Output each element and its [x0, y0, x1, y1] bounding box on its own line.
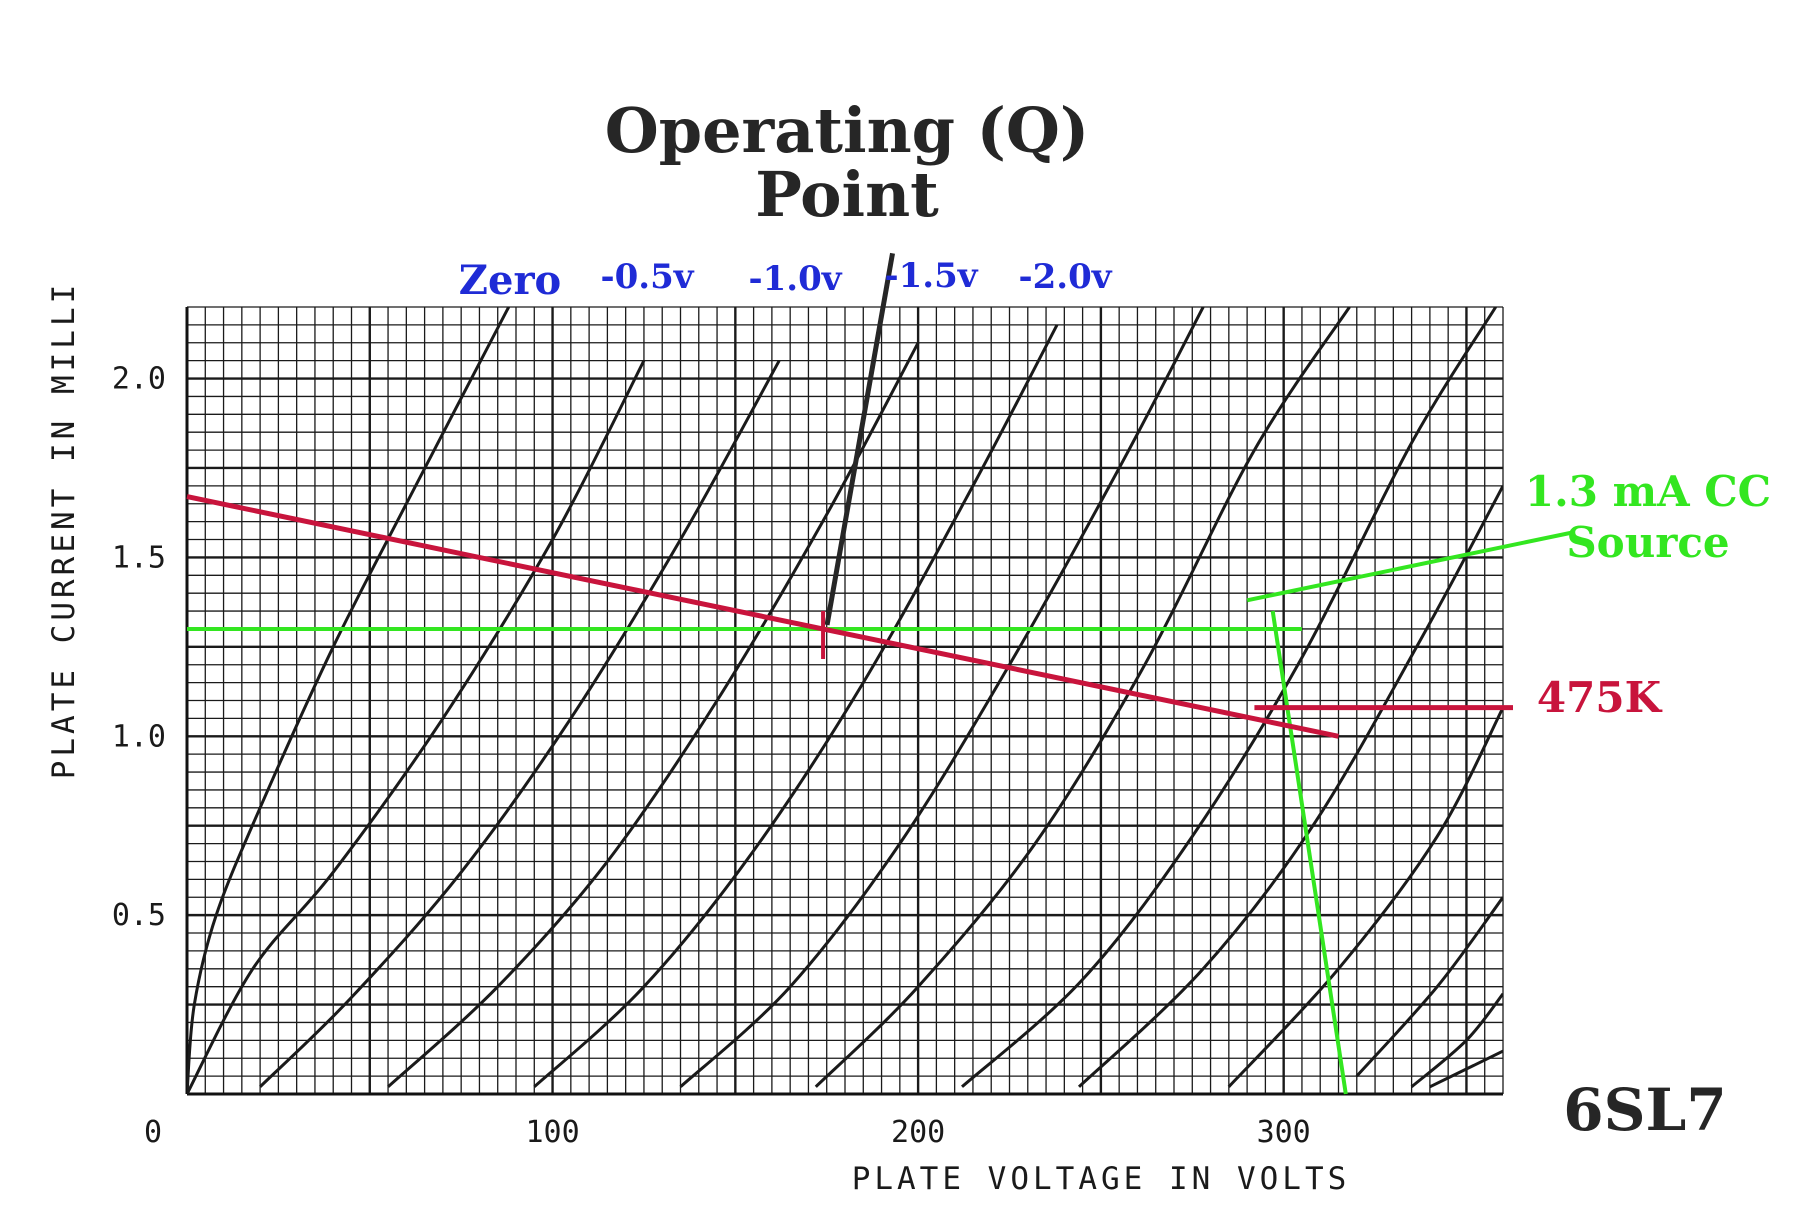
plate-curve-11	[1410, 992, 1503, 1088]
chart-title-line-2: Point	[755, 158, 939, 231]
plate-curve-0	[187, 307, 511, 1094]
plate-curve-1	[187, 360, 646, 1094]
q-point-pointer	[824, 252, 895, 626]
grid	[185, 306, 1504, 1096]
tube-type-label: 6SL7	[1563, 1076, 1726, 1144]
y-tick-label: 1.0	[112, 719, 166, 754]
plate-curve-8	[1077, 485, 1503, 1088]
curve-label-minus-1-0v: -1.0v	[748, 259, 842, 299]
cc-drop-line	[1270, 610, 1348, 1095]
x-tick-label: 200	[891, 1115, 945, 1150]
load-line	[186, 494, 1340, 739]
curve-label-minus-0-5v: -0.5v	[600, 257, 694, 297]
cc-source-label-line-2: Source	[1566, 518, 1729, 567]
plate-curve-5	[679, 307, 1205, 1088]
y-tick-label: 0.5	[112, 898, 166, 933]
cc-source-label-line-1: 1.3 mA CC	[1525, 467, 1771, 516]
chart-title-line-1: Operating (Q)	[605, 94, 1090, 167]
plate-curves	[187, 307, 1503, 1094]
curve-label-zero: Zero	[459, 257, 561, 304]
plate-curve-12	[1429, 1049, 1503, 1089]
x-tick-label: 0	[144, 1115, 162, 1150]
plate-curve-10	[1355, 896, 1503, 1078]
y-tick-label: 1.5	[112, 540, 166, 575]
plate-curve-4	[533, 324, 1059, 1088]
curve-label-minus-1-5v: -1.5v	[884, 256, 978, 296]
tick-labels: 0 100 200 300 0.5 1.0 1.5 2.0	[112, 362, 1311, 1150]
x-axis-label: PLATE VOLTAGE IN VOLTS	[852, 1161, 1351, 1197]
annotations	[186, 252, 1574, 1095]
plate-curve-7	[961, 307, 1497, 1088]
plate-curve-2	[259, 359, 781, 1088]
y-axis-label: PLATE CURRENT IN MILLI	[46, 281, 82, 780]
x-tick-label: 300	[1257, 1115, 1311, 1150]
plate-curve-6	[814, 307, 1351, 1088]
x-tick-label: 100	[525, 1115, 579, 1150]
cc-label-pointer	[1246, 530, 1574, 603]
plate-curve-3	[387, 342, 920, 1088]
plate-curve-9	[1227, 707, 1503, 1088]
load-line-label: 475K	[1537, 673, 1663, 722]
y-tick-label: 2.0	[112, 362, 166, 397]
curve-label-minus-2-0v: -2.0v	[1018, 257, 1112, 297]
